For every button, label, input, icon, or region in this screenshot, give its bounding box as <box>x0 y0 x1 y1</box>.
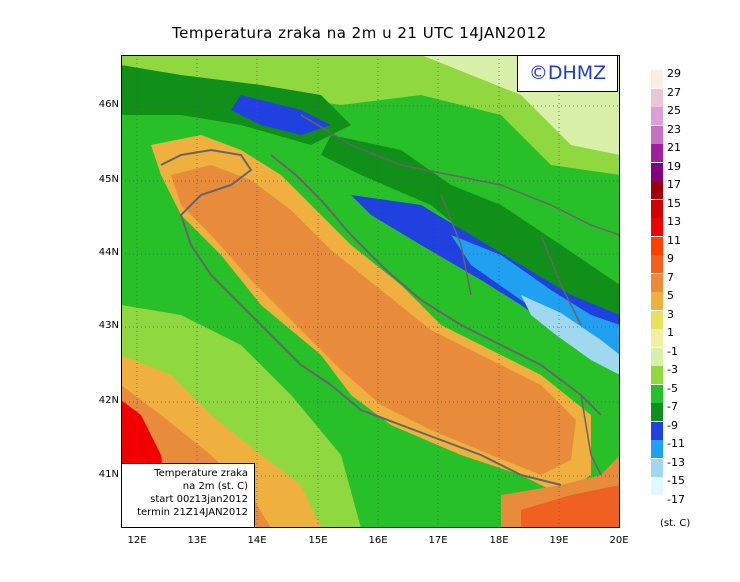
legend-label: -5 <box>667 381 678 395</box>
lat-label: 46N <box>98 99 119 110</box>
lon-label: 15E <box>308 535 328 546</box>
legend-swatch <box>651 403 663 421</box>
legend-label: -1 <box>667 344 678 358</box>
dhmz-logo: ©DHMZ <box>517 55 618 92</box>
legend-label: -13 <box>667 455 685 469</box>
lon-label: 19E <box>549 535 569 546</box>
legend-swatch <box>651 144 663 162</box>
legend-label: 21 <box>667 141 681 154</box>
info-line: Temperature zraka <box>154 468 248 479</box>
legend-label: 29 <box>667 67 681 80</box>
legend-label: -7 <box>667 400 678 413</box>
legend-swatch <box>651 458 663 477</box>
legend-swatch <box>651 347 663 366</box>
legend-swatch <box>651 384 663 403</box>
border-lines <box>300 114 620 476</box>
info-line: na 2m (st. C) <box>182 481 248 492</box>
legend-label: 1 <box>667 326 674 339</box>
lon-label: 20E <box>609 535 629 546</box>
legend-swatch <box>651 292 663 310</box>
legend-label: 15 <box>667 196 681 210</box>
lat-label: 43N <box>98 320 119 331</box>
lat-label: 42N <box>98 395 119 406</box>
adriatic-sea <box>171 165 576 475</box>
legend-label: 11 <box>667 233 681 247</box>
map-canvas <box>121 55 620 528</box>
lon-label: 18E <box>489 535 509 546</box>
legend-label: 23 <box>667 122 681 136</box>
legend-label: 7 <box>667 270 674 284</box>
legend-swatch <box>651 88 663 107</box>
legend-label: 25 <box>667 104 681 117</box>
legend-swatch <box>651 255 663 273</box>
legend-swatch <box>651 162 663 181</box>
legend-label: -17 <box>667 492 685 506</box>
temperature-map <box>121 55 620 528</box>
legend-swatch <box>651 329 663 347</box>
legend-swatch <box>651 70 663 88</box>
legend-label: 3 <box>667 307 674 321</box>
info-line: start 00z13jan2012 <box>150 494 248 505</box>
legend-swatch <box>651 199 663 218</box>
dinaric-blue-band <box>351 195 620 375</box>
legend-swatch <box>651 421 663 440</box>
legend-label: 27 <box>667 85 681 99</box>
info-box: Temperature zraka na 2m (st. C) start 00… <box>121 463 255 528</box>
lon-label: 12E <box>127 535 147 546</box>
legend-swatch <box>651 366 663 384</box>
legend-label: 13 <box>667 215 681 228</box>
legend-label: 5 <box>667 289 674 302</box>
legend-swatch <box>651 495 663 514</box>
legend-swatch <box>651 107 663 125</box>
legend-swatch <box>651 218 663 236</box>
coastline-italy <box>160 148 562 486</box>
lon-label: 16E <box>368 535 388 546</box>
graticule <box>121 55 620 528</box>
lon-label: 17E <box>428 535 448 546</box>
legend-units: (st. C) <box>660 518 691 529</box>
legend-swatch <box>651 310 663 329</box>
legend-label: 19 <box>667 159 681 173</box>
ionian-sea-edge <box>521 485 620 528</box>
legend-swatch <box>651 477 663 495</box>
lat-label: 45N <box>98 174 119 185</box>
lat-label: 41N <box>98 469 119 480</box>
alps-blue-zone <box>231 95 331 135</box>
lon-label: 14E <box>247 535 267 546</box>
legend-swatch <box>651 236 663 255</box>
dinaric-pale-blue <box>521 295 620 375</box>
legend-swatch <box>651 273 663 292</box>
legend-swatch <box>651 440 663 458</box>
lon-label: 13E <box>187 535 207 546</box>
legend-swatch <box>651 125 663 144</box>
legend-swatch <box>651 181 663 199</box>
legend-label: 9 <box>667 252 674 265</box>
legend-label: -11 <box>667 437 685 450</box>
info-line: termin 21Z14JAN2012 <box>137 507 248 518</box>
legend-label: -9 <box>667 418 678 432</box>
legend-label: -15 <box>667 474 685 487</box>
legend-label: 17 <box>667 178 681 191</box>
map-title-text: Temperatura zraka na 2m u 21 UTC 14JAN20… <box>172 24 547 42</box>
lat-label: 44N <box>98 247 119 258</box>
legend-label: -3 <box>667 363 678 376</box>
coastline-croatia <box>270 154 602 416</box>
map-frame <box>121 55 620 528</box>
